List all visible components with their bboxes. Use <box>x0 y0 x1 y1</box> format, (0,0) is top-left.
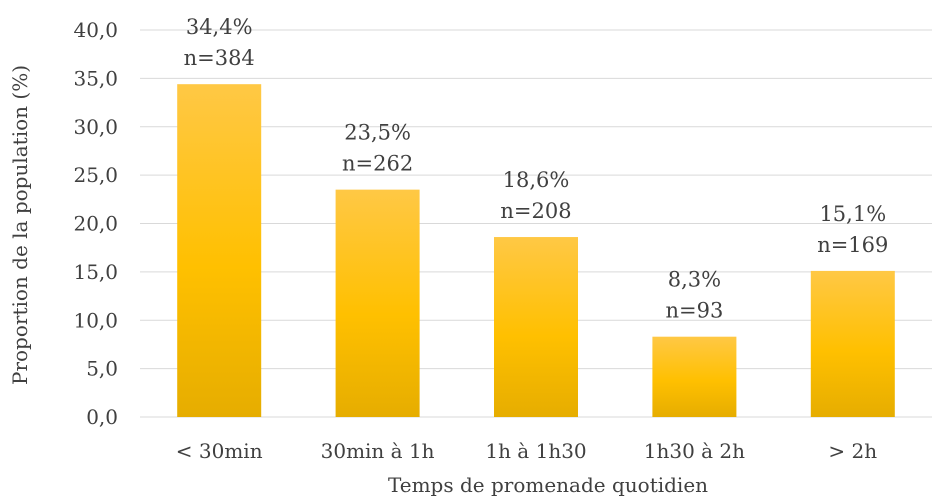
y-tick-label: 5,0 <box>86 357 118 381</box>
data-label-count: n=262 <box>342 152 413 176</box>
data-label-count: n=93 <box>665 299 723 323</box>
y-tick-label: 20,0 <box>73 212 118 236</box>
bars <box>177 84 895 418</box>
data-label-percent: 15,1% <box>819 202 886 226</box>
y-tick-label: 15,0 <box>73 260 118 284</box>
bar <box>177 84 262 418</box>
bar <box>335 189 420 417</box>
x-category-label: < 30min <box>176 439 263 463</box>
x-category-label: 1h à 1h30 <box>485 439 586 463</box>
bar <box>810 270 895 417</box>
y-tick-label: 40,0 <box>73 18 118 42</box>
data-label-count: n=384 <box>184 46 255 70</box>
x-category-label: 1h30 à 2h <box>644 439 745 463</box>
y-axis-title: Proportion de la population (%) <box>8 65 32 385</box>
y-tick-label: 30,0 <box>73 115 118 139</box>
x-axis-title: Temps de promenade quotidien <box>388 473 708 497</box>
data-label-count: n=169 <box>817 233 888 257</box>
data-label-percent: 8,3% <box>668 268 721 292</box>
y-tick-label: 25,0 <box>73 163 118 187</box>
data-label-percent: 18,6% <box>503 168 570 192</box>
y-tick-label: 35,0 <box>73 66 118 90</box>
y-axis-ticks: 0,0 5,0 10,0 15,0 20,0 25,0 30,0 35,0 40,0 <box>73 18 118 429</box>
x-axis-categories: < 30min 30min à 1h 1h à 1h30 1h30 à 2h > 2h <box>176 439 877 463</box>
y-tick-label: 10,0 <box>73 308 118 332</box>
data-label-count: n=208 <box>500 199 571 223</box>
data-label-percent: 34,4% <box>186 15 253 39</box>
y-tick-label: 0,0 <box>86 405 118 429</box>
x-category-label: > 2h <box>828 439 877 463</box>
bar <box>652 336 737 417</box>
gridlines <box>140 29 932 418</box>
data-labels: 34,4% n=384 23,5% n=262 18,6% n=208 8,3% n=93 15… <box>184 15 889 323</box>
x-category-label: 30min à 1h <box>321 439 435 463</box>
data-label-percent: 23,5% <box>344 121 411 145</box>
bar <box>494 237 578 417</box>
